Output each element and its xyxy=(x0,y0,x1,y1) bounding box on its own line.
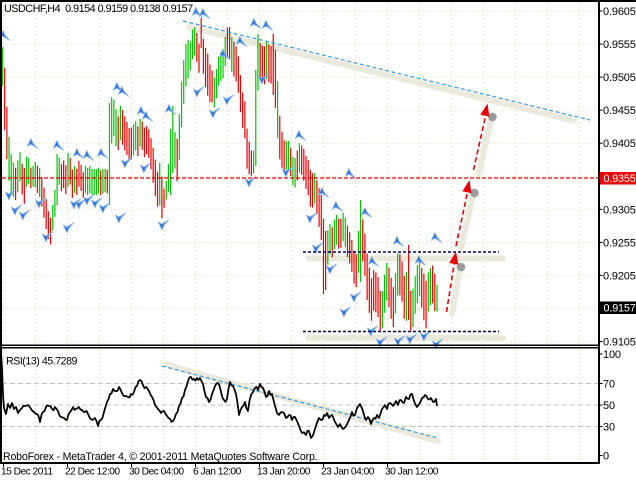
svg-text:0.9505: 0.9505 xyxy=(603,72,636,84)
svg-text:RSI(13) 45.7289: RSI(13) 45.7289 xyxy=(6,356,78,368)
svg-text:6 Jan 12:00: 6 Jan 12:00 xyxy=(193,467,242,478)
svg-text:23 Jan 04:00: 23 Jan 04:00 xyxy=(321,467,375,478)
svg-text:70: 70 xyxy=(603,379,615,391)
svg-text:0.9305: 0.9305 xyxy=(603,204,636,216)
svg-text:30 Jan 12:00: 30 Jan 12:00 xyxy=(385,467,439,478)
svg-text:50: 50 xyxy=(603,400,615,412)
svg-text:RoboForex - MetaTrader 4, © 20: RoboForex - MetaTrader 4, © 2001-2011 Me… xyxy=(3,451,317,463)
svg-text:0.9255: 0.9255 xyxy=(603,237,636,249)
svg-text:0.9555: 0.9555 xyxy=(603,39,636,51)
svg-text:0.9405: 0.9405 xyxy=(603,138,636,150)
svg-text:0.9455: 0.9455 xyxy=(603,105,636,117)
svg-text:30: 30 xyxy=(603,422,615,434)
svg-text:100: 100 xyxy=(603,349,621,361)
svg-text:30 Dec 04:00: 30 Dec 04:00 xyxy=(129,467,184,478)
svg-text:0.9105: 0.9105 xyxy=(603,337,636,349)
svg-text:13 Jan 20:00: 13 Jan 20:00 xyxy=(257,467,311,478)
svg-text:0.9205: 0.9205 xyxy=(603,270,636,282)
svg-text:22 Dec 12:00: 22 Dec 12:00 xyxy=(65,467,120,478)
svg-text:0: 0 xyxy=(603,451,609,463)
svg-text:0.9355: 0.9355 xyxy=(604,173,636,185)
svg-text:0.9157: 0.9157 xyxy=(604,302,636,314)
svg-text:0.9605: 0.9605 xyxy=(603,6,636,18)
svg-text:15 Dec 2011: 15 Dec 2011 xyxy=(1,467,53,478)
svg-text:USDCHF,H4 0.9154 0.9159 0.913: USDCHF,H4 0.9154 0.9159 0.9138 0.9157 xyxy=(4,3,193,15)
